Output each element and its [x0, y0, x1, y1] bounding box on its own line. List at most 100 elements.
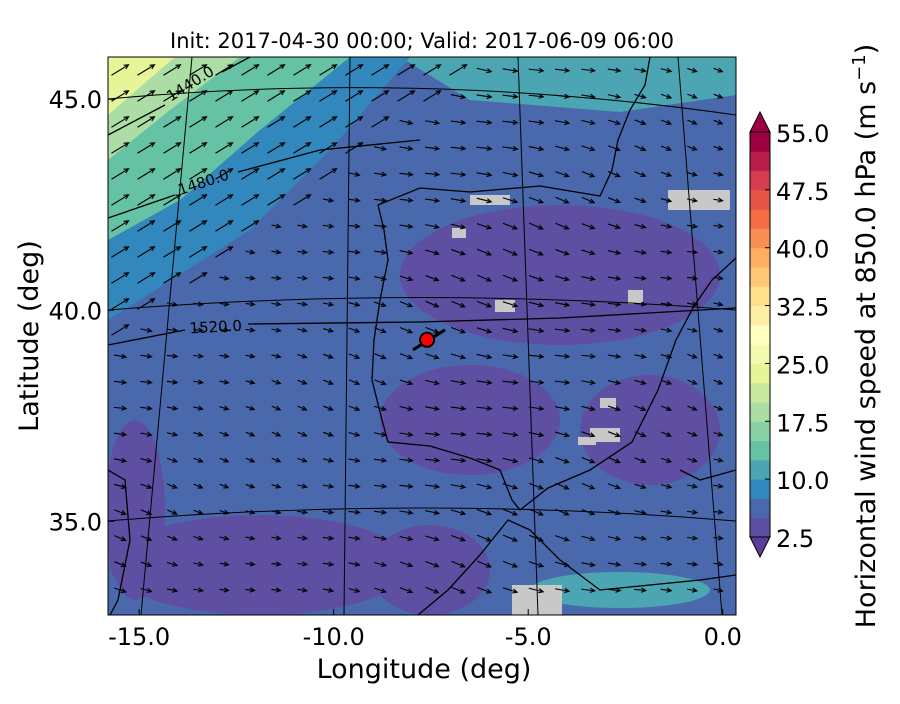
wind-arrow [297, 223, 308, 229]
field-region [370, 525, 490, 615]
wind-arrow [189, 168, 208, 180]
wind-arrow [166, 561, 179, 567]
wind-arrow [322, 197, 335, 203]
wind-arrow [528, 379, 545, 385]
wind-arrow [450, 405, 467, 411]
wind-arrow [581, 587, 596, 593]
wind-arrow [687, 431, 698, 437]
wind-arrow [322, 301, 335, 307]
colorbar-band [750, 402, 770, 422]
wind-arrow [193, 535, 204, 541]
wind-arrow [193, 483, 204, 489]
wind-arrow [399, 535, 414, 542]
wind-arrow [555, 431, 571, 438]
wind-arrow [608, 457, 621, 464]
wind-arrow [373, 561, 388, 567]
colorbar-band [750, 247, 770, 268]
wind-arrow [450, 534, 467, 542]
wind-arrow [555, 508, 570, 516]
wind-arrow [193, 353, 205, 359]
wind-arrow [322, 587, 335, 593]
wind-arrow [425, 145, 441, 151]
wind-arrow [634, 509, 647, 515]
wind-arrow [528, 275, 545, 282]
wind-arrow [476, 509, 493, 516]
wind-arrow [450, 145, 467, 151]
wind-arrow [137, 220, 156, 232]
wind-arrow [607, 93, 622, 100]
wind-arrow [687, 587, 699, 593]
wind-arrow [528, 301, 545, 308]
wind-arrow [713, 145, 724, 151]
wind-arrow [687, 249, 699, 255]
wind-arrow [297, 509, 309, 515]
wind-arrow [373, 223, 388, 229]
field-region [400, 57, 736, 112]
wind-arrow [111, 324, 130, 336]
wind-arrow [634, 379, 647, 385]
wind-arrow [687, 457, 698, 463]
colorbar-tick-label: 47.5 [776, 178, 829, 206]
wind-arrow [634, 535, 647, 541]
wind-arrow [687, 405, 698, 411]
colorbar-band [750, 228, 770, 249]
wind-arrow [425, 457, 441, 463]
wind-arrow [607, 327, 622, 333]
wind-arrow [528, 93, 545, 99]
wind-arrow [271, 379, 282, 385]
wind-arrow [137, 90, 156, 102]
wind-arrow [140, 587, 153, 593]
wind-arrow [450, 119, 467, 126]
wind-arrow [451, 274, 466, 282]
wind-arrow [502, 274, 519, 282]
wind-arrow [322, 561, 335, 567]
wind-arrow [374, 353, 387, 360]
wind-arrow [348, 587, 361, 593]
y-tick-label: 45.0 [49, 86, 102, 114]
wind-arrow [423, 64, 442, 76]
colorbar-band [750, 267, 770, 287]
wind-arrow [450, 171, 467, 177]
colorbar-band [750, 151, 770, 172]
wind-arrow [322, 509, 335, 515]
wind-arrow [528, 196, 545, 204]
wind-arrow [713, 431, 724, 437]
wind-arrow [267, 142, 286, 154]
wind-arrow [450, 326, 467, 334]
wind-arrow [137, 142, 156, 154]
wind-arrow [348, 431, 361, 437]
wind-arrow [554, 93, 571, 99]
wind-arrow [476, 379, 493, 386]
wind-arrow [607, 405, 622, 412]
wind-arrow [502, 353, 519, 360]
wind-arrow [660, 67, 673, 73]
wind-arrow [345, 64, 364, 76]
wind-arrow [348, 379, 361, 385]
colorbar-frame [749, 131, 771, 538]
wind-arrow [451, 300, 466, 308]
colorbar-tick-label: 17.5 [776, 409, 829, 437]
wind-arrow [607, 223, 622, 230]
wind-arrow [607, 535, 622, 542]
wind-arrow [713, 119, 724, 125]
wind-arrow [634, 223, 647, 229]
wind-arrow [163, 90, 182, 102]
wind-arrow [189, 246, 208, 258]
wind-arrow [687, 171, 698, 177]
wind-arrow [113, 483, 128, 490]
wind-arrow [476, 171, 493, 178]
wind-arrow [193, 301, 205, 307]
wind-arrow [476, 483, 493, 490]
wind-arrow [140, 457, 153, 463]
wind-arrow [502, 145, 519, 152]
wind-arrow [660, 197, 673, 203]
wind-arrow [322, 535, 335, 541]
wind-arrow [271, 405, 282, 411]
wind-arrow [660, 249, 673, 255]
wind-arrow [687, 301, 699, 307]
wind-arrow [113, 379, 128, 385]
title: Init: 2017-04-30 00:00; Valid: 2017-06-0… [170, 29, 674, 53]
wind-arrow [476, 300, 493, 308]
wind-arrow [425, 249, 440, 256]
wind-arrow [111, 220, 130, 232]
